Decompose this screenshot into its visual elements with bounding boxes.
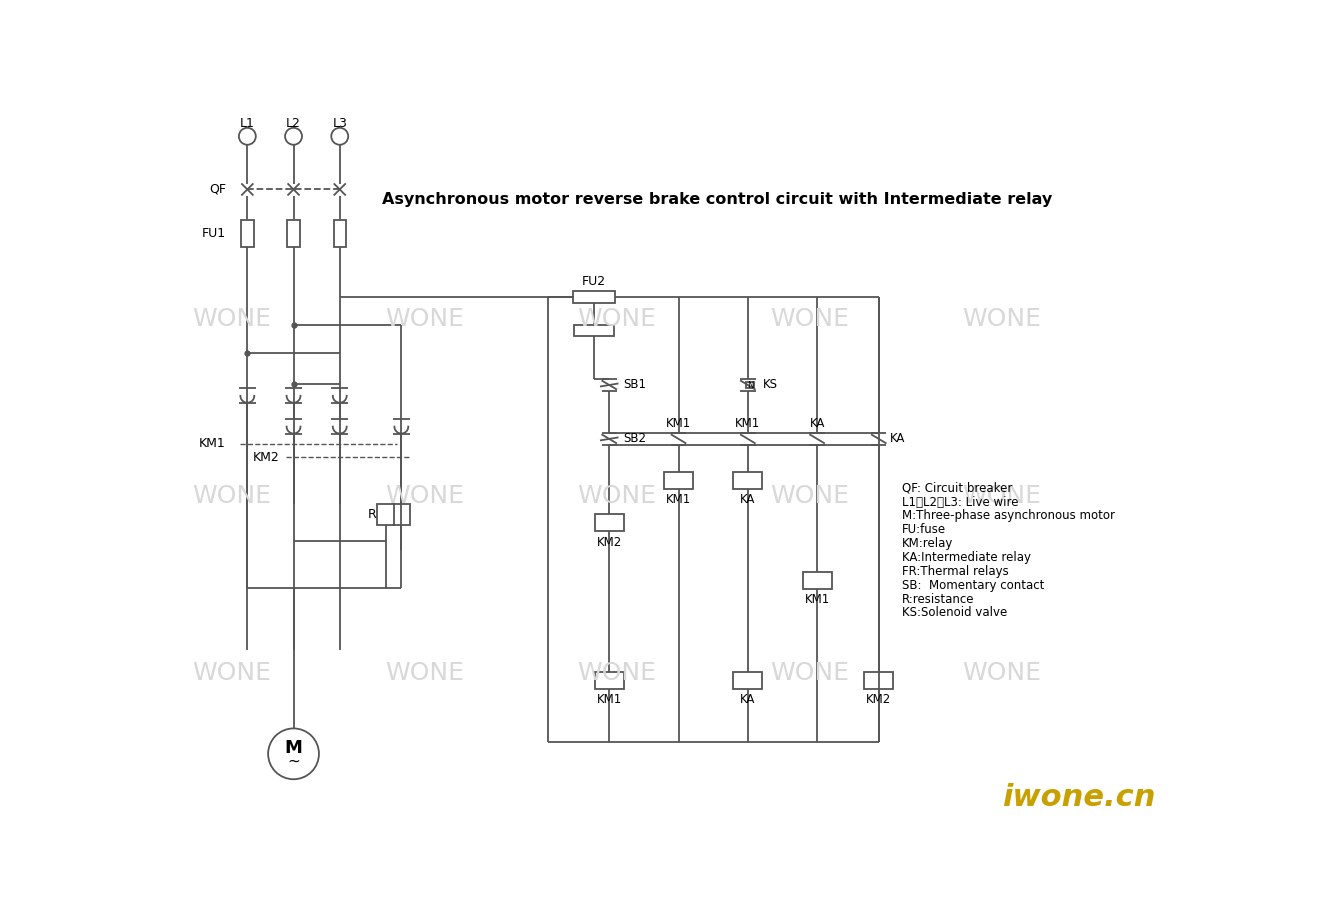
Text: WONE: WONE [962, 307, 1042, 331]
Text: WONE: WONE [192, 307, 271, 331]
Text: KM2: KM2 [597, 536, 621, 549]
Text: FU:fuse: FU:fuse [902, 523, 946, 536]
Text: R:resistance: R:resistance [902, 592, 974, 605]
Text: L1: L1 [240, 116, 255, 129]
Bar [595, 515, 624, 531]
Bar [287, 220, 299, 247]
Bar [595, 673, 624, 689]
Text: FR:Thermal relays: FR:Thermal relays [902, 565, 1009, 578]
Text: Asynchronous motor reverse brake control circuit with Intermediate relay: Asynchronous motor reverse brake control… [382, 192, 1053, 207]
Text: KM1: KM1 [597, 693, 621, 707]
Text: KS:Solenoid valve: KS:Solenoid valve [902, 606, 1007, 619]
Text: iwone.cn: iwone.cn [1002, 784, 1156, 812]
Bar [664, 472, 693, 489]
Bar [393, 504, 410, 525]
Text: L1、L2、L3: Live wire: L1、L2、L3: Live wire [902, 495, 1018, 508]
Bar [573, 291, 616, 303]
Text: KM2: KM2 [253, 451, 279, 464]
Text: M:Three-phase asynchronous motor: M:Three-phase asynchronous motor [902, 509, 1114, 522]
Text: KS: KS [763, 379, 779, 392]
Text: KM:relay: KM:relay [902, 537, 953, 550]
Text: KA: KA [740, 693, 756, 707]
Text: FU1: FU1 [202, 226, 226, 240]
Text: WONE: WONE [192, 661, 271, 685]
Text: KA: KA [890, 432, 904, 445]
Bar [733, 472, 763, 489]
Text: WONE: WONE [385, 661, 464, 685]
Text: WONE: WONE [192, 484, 271, 508]
Text: QF: Circuit breaker: QF: Circuit breaker [902, 481, 1013, 494]
Text: M: M [285, 738, 302, 757]
Bar [747, 382, 754, 388]
Circle shape [331, 128, 349, 145]
Text: R: R [367, 508, 377, 521]
Bar [803, 572, 832, 590]
Text: KM1: KM1 [665, 417, 691, 430]
Circle shape [285, 128, 302, 145]
Text: N: N [747, 381, 754, 390]
Bar [242, 220, 254, 247]
Text: KA:Intermediate relay: KA:Intermediate relay [902, 551, 1031, 564]
Text: WONE: WONE [770, 661, 848, 685]
Text: FU2: FU2 [581, 275, 607, 288]
Text: SB2: SB2 [623, 432, 647, 445]
Text: KM1: KM1 [665, 493, 691, 506]
Text: QF: QF [208, 183, 226, 196]
Text: WONE: WONE [770, 484, 848, 508]
Bar [864, 673, 894, 689]
Text: KA: KA [740, 493, 756, 506]
Text: WONE: WONE [577, 661, 656, 685]
Bar [378, 504, 394, 525]
Text: SB:  Momentary contact: SB: Momentary contact [902, 578, 1045, 591]
Text: WONE: WONE [962, 661, 1042, 685]
Text: L3: L3 [333, 116, 347, 129]
Text: KM1: KM1 [804, 593, 830, 606]
Text: L2: L2 [286, 116, 301, 129]
Text: WONE: WONE [385, 484, 464, 508]
Text: KM1: KM1 [199, 437, 226, 450]
Text: ~: ~ [287, 754, 299, 769]
Circle shape [239, 128, 255, 145]
Circle shape [269, 728, 319, 779]
Text: WONE: WONE [577, 307, 656, 331]
Text: WONE: WONE [770, 307, 848, 331]
Bar [334, 220, 346, 247]
Text: WONE: WONE [577, 484, 656, 508]
Text: KA: KA [810, 417, 824, 430]
Text: SB1: SB1 [623, 379, 647, 392]
Text: KM1: KM1 [735, 417, 760, 430]
Text: KM2: KM2 [866, 693, 891, 707]
Bar [574, 325, 613, 335]
Text: WONE: WONE [962, 484, 1042, 508]
Bar [733, 673, 763, 689]
Text: WONE: WONE [385, 307, 464, 331]
